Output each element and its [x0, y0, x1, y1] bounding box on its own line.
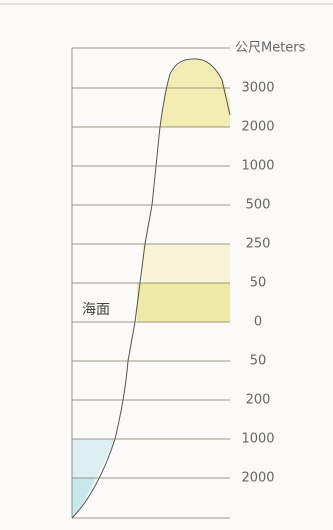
- band-deep2: [72, 478, 96, 518]
- sea-level-label: 海面: [82, 302, 110, 318]
- band-250: [142, 244, 230, 283]
- level-label: 0: [254, 315, 262, 330]
- level-label: 1000: [241, 159, 274, 174]
- band-50: [137, 283, 230, 322]
- band-high: [160, 58, 230, 127]
- axis-unit: 公尺Meters: [235, 41, 306, 56]
- level-label: 3000: [241, 81, 274, 96]
- band-deep1: [72, 439, 115, 478]
- level-label: 50: [250, 354, 267, 369]
- hypsographic-curve: [71, 58, 231, 519]
- level-label: 2000: [241, 471, 274, 486]
- level-label: 2000: [241, 120, 274, 135]
- level-label: 50: [250, 276, 267, 291]
- level-label: 250: [246, 237, 271, 252]
- level-label: 1000: [241, 432, 274, 447]
- level-label: 500: [246, 198, 271, 213]
- level-label: 200: [246, 393, 271, 408]
